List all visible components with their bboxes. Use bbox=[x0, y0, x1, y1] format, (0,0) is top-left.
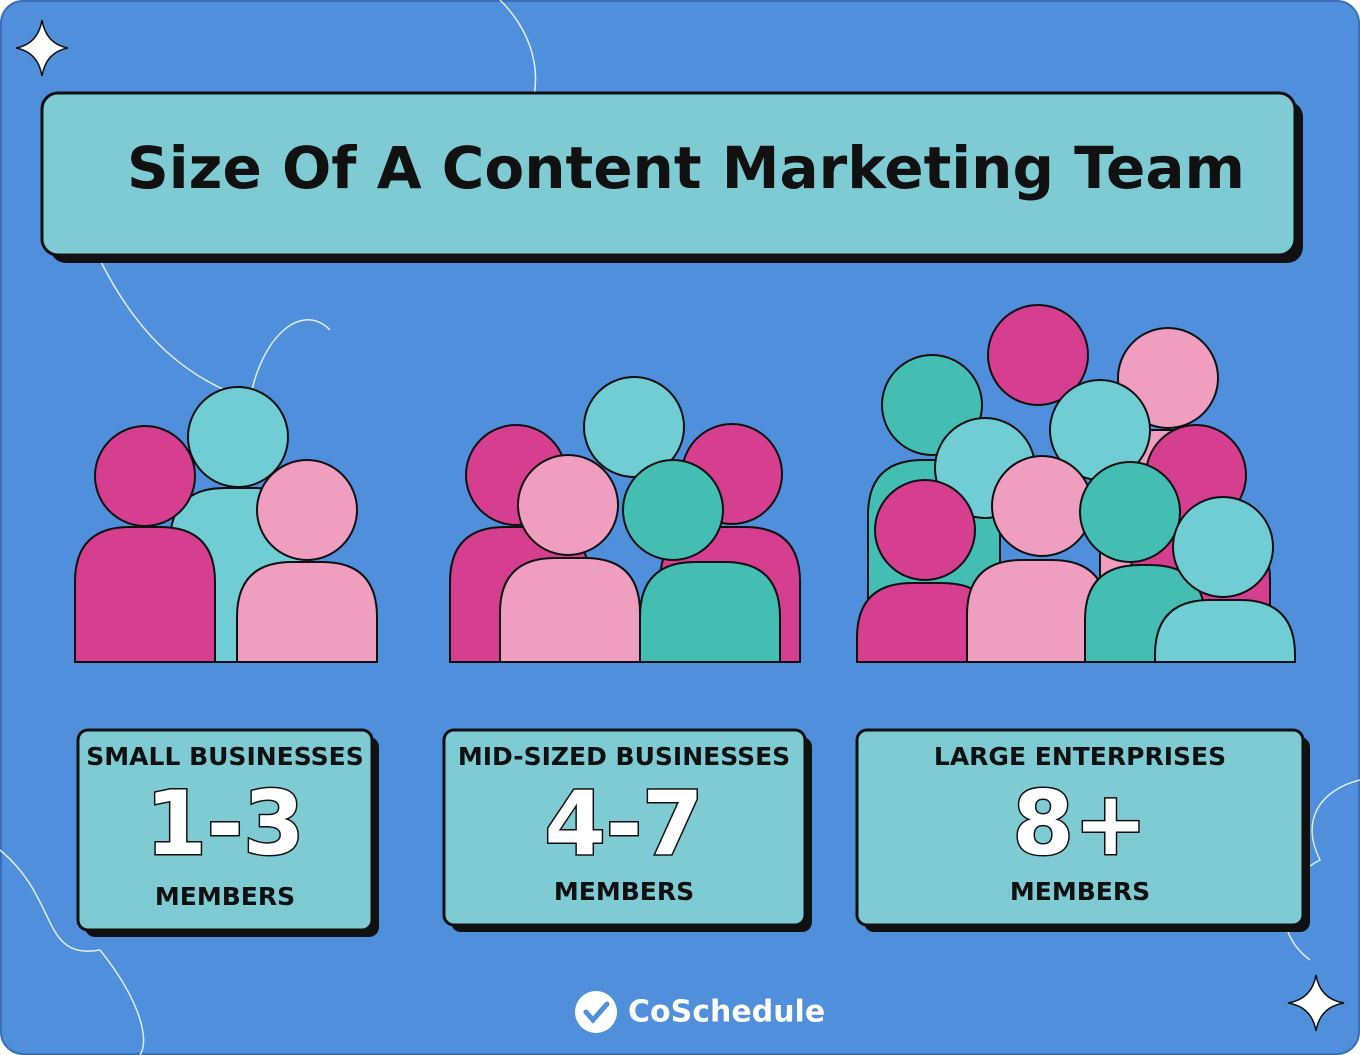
person-head bbox=[187, 386, 289, 488]
brand: CoSchedule bbox=[628, 995, 825, 1030]
person-head bbox=[517, 454, 619, 556]
sparkles bbox=[15, 19, 1345, 1032]
person-head bbox=[991, 455, 1093, 557]
card-unit: MEMBERS bbox=[1010, 877, 1150, 906]
card bbox=[855, 728, 1305, 927]
card-label: MID-SIZED BUSINESSES bbox=[458, 742, 790, 771]
person-body bbox=[639, 561, 781, 663]
title: Size Of A Content Marketing Team bbox=[127, 134, 1245, 202]
person-body bbox=[74, 526, 216, 663]
person-head bbox=[583, 376, 685, 478]
card-unit: MEMBERS bbox=[155, 882, 295, 911]
person-head bbox=[256, 459, 358, 561]
title-box bbox=[40, 91, 1297, 257]
person-head bbox=[987, 304, 1089, 406]
card-label: LARGE ENTERPRISES bbox=[934, 742, 1226, 771]
person-body bbox=[499, 557, 641, 663]
card-label: SMALL BUSINESSES bbox=[86, 742, 363, 771]
person-head bbox=[1079, 461, 1181, 563]
card-unit: MEMBERS bbox=[554, 877, 694, 906]
card-range: 8+ bbox=[1013, 772, 1148, 875]
person-head bbox=[1172, 496, 1274, 598]
person-head bbox=[874, 479, 976, 581]
card-range: 4-7 bbox=[545, 772, 704, 875]
person-body bbox=[236, 561, 378, 663]
card bbox=[76, 728, 374, 932]
person-head bbox=[94, 425, 196, 527]
card-range: 1-3 bbox=[146, 772, 305, 875]
logo-icon bbox=[575, 991, 617, 1033]
logo: CoSchedule bbox=[575, 991, 825, 1033]
person-head bbox=[622, 459, 724, 561]
person-body bbox=[1154, 599, 1296, 663]
card bbox=[442, 728, 807, 927]
people-illustrations bbox=[74, 304, 1296, 663]
logo-check bbox=[583, 1001, 610, 1024]
